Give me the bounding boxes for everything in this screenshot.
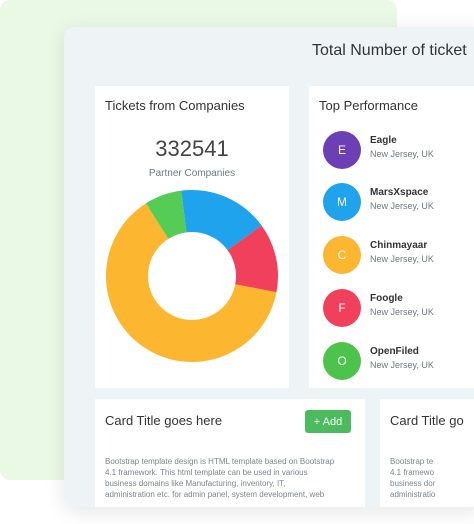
donut-slice — [106, 203, 277, 362]
performer-location: New Jersey, UK — [370, 201, 434, 211]
text-line: Bootstrap te — [390, 457, 434, 466]
info-card: Card Title goes here + Add Bootstrap tem… — [95, 399, 365, 507]
avatar: M — [323, 183, 361, 221]
avatar: C — [323, 236, 361, 274]
performer-location: New Jersey, UK — [370, 360, 434, 370]
info-card-text: Bootstrap template design is HTML templa… — [105, 456, 355, 500]
info-card-title: Card Title go — [390, 413, 464, 428]
dashboard-panel: Total Number of ticket Tickets from Comp… — [64, 27, 474, 507]
donut-slice — [145, 190, 187, 239]
text-line: 4.1 framewo — [390, 468, 435, 477]
top-performance-card: Top Performance E Eagle New Jersey, UK M… — [309, 86, 474, 388]
text-line: business domains like Manufacturing, inv… — [105, 479, 286, 488]
add-button[interactable]: + Add — [305, 410, 351, 433]
donut-chart — [106, 190, 278, 362]
tickets-subtitle: Partner Companies — [148, 168, 236, 179]
top-performance-title: Top Performance — [319, 98, 418, 113]
page-title: Total Number of ticket — [312, 42, 467, 59]
performer-name: MarsXspace — [370, 187, 429, 198]
text-line: administration etc. for admin panel, sys… — [105, 490, 325, 499]
avatar: E — [323, 131, 361, 169]
avatar: F — [323, 289, 361, 327]
performer-location: New Jersey, UK — [370, 254, 434, 264]
donut-slice — [227, 225, 278, 293]
info-card: Card Title go Bootstrap te 4.1 framewo b… — [380, 399, 474, 507]
performer-name: OpenFiled — [370, 346, 419, 357]
performer-name: Chinmayaar — [370, 240, 428, 251]
text-line: administratio — [390, 490, 436, 499]
performer-location: New Jersey, UK — [370, 307, 434, 317]
info-card-title: Card Title goes here — [105, 413, 223, 428]
info-card-text: Bootstrap te 4.1 framewo business dor ad… — [390, 456, 474, 500]
donut-slice — [181, 190, 262, 251]
text-line: Bootstrap template design is HTML templa… — [105, 457, 335, 466]
tickets-card-title: Tickets from Companies — [105, 98, 245, 113]
avatar: O — [323, 342, 361, 380]
performer-name: Foogle — [370, 293, 403, 304]
performer-name: Eagle — [370, 135, 397, 146]
text-line: business dor — [390, 479, 436, 488]
tickets-card: Tickets from Companies 332541 Partner Co… — [95, 86, 289, 388]
performer-location: New Jersey, UK — [370, 149, 434, 159]
tickets-total: 332541 — [155, 136, 229, 161]
text-line: 4.1 framework. This html template can be… — [105, 468, 308, 477]
